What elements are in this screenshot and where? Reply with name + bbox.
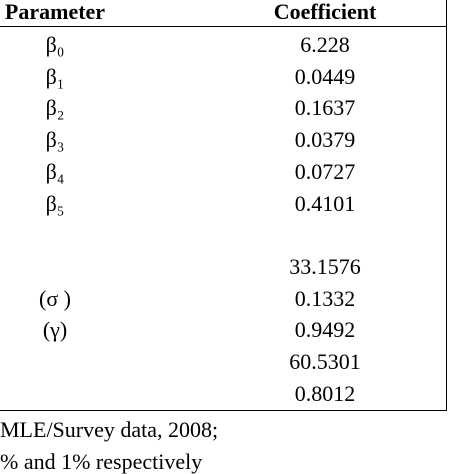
parameter-cell-text: β₅ xyxy=(45,190,65,216)
coefficient-cell-text: 0.1637 xyxy=(294,95,356,121)
footnote-text: % and 1% respectively xyxy=(0,449,203,474)
parameter-cell-text: (γ) xyxy=(42,317,68,343)
coefficient-cell-text: 0.4101 xyxy=(294,190,356,216)
coefficient-cell-text: 0.0379 xyxy=(294,127,356,153)
footnote: MLE/Survey data, 2008; xyxy=(0,417,218,443)
header-cell-text: Coefficient xyxy=(273,0,377,24)
parameter-cell-text: β₀ xyxy=(45,32,65,57)
bottom-rule xyxy=(0,410,446,411)
coefficient-cell-text: 0.0449 xyxy=(294,63,356,89)
coefficient-cell-text: 0.1332 xyxy=(294,285,356,311)
coefficient-cell-text: 6.228 xyxy=(300,32,350,57)
header-cell-text: Parameter xyxy=(4,0,106,24)
parameter-cell-text: β₁ xyxy=(45,63,65,89)
coefficient-cell-text: 0.8012 xyxy=(294,380,356,406)
coefficient-cell-text: 60.5301 xyxy=(289,349,361,374)
parameter-cell-text: (σ ) xyxy=(39,285,72,311)
parameter-cell-text: β₄ xyxy=(45,158,65,184)
right-border xyxy=(446,0,447,411)
coefficient-cell-text: 0.9492 xyxy=(294,317,356,343)
coefficient-cell-text: 33.1576 xyxy=(289,253,361,279)
parameter-cell-text: β₂ xyxy=(45,95,65,121)
footnote-text: MLE/Survey data, 2008; xyxy=(0,417,219,442)
coefficient-cell-text: 0.0727 xyxy=(294,158,356,184)
header-rule xyxy=(0,26,446,27)
footnote: % and 1% respectively xyxy=(0,449,202,474)
parameter-cell-text: β₃ xyxy=(45,127,65,153)
